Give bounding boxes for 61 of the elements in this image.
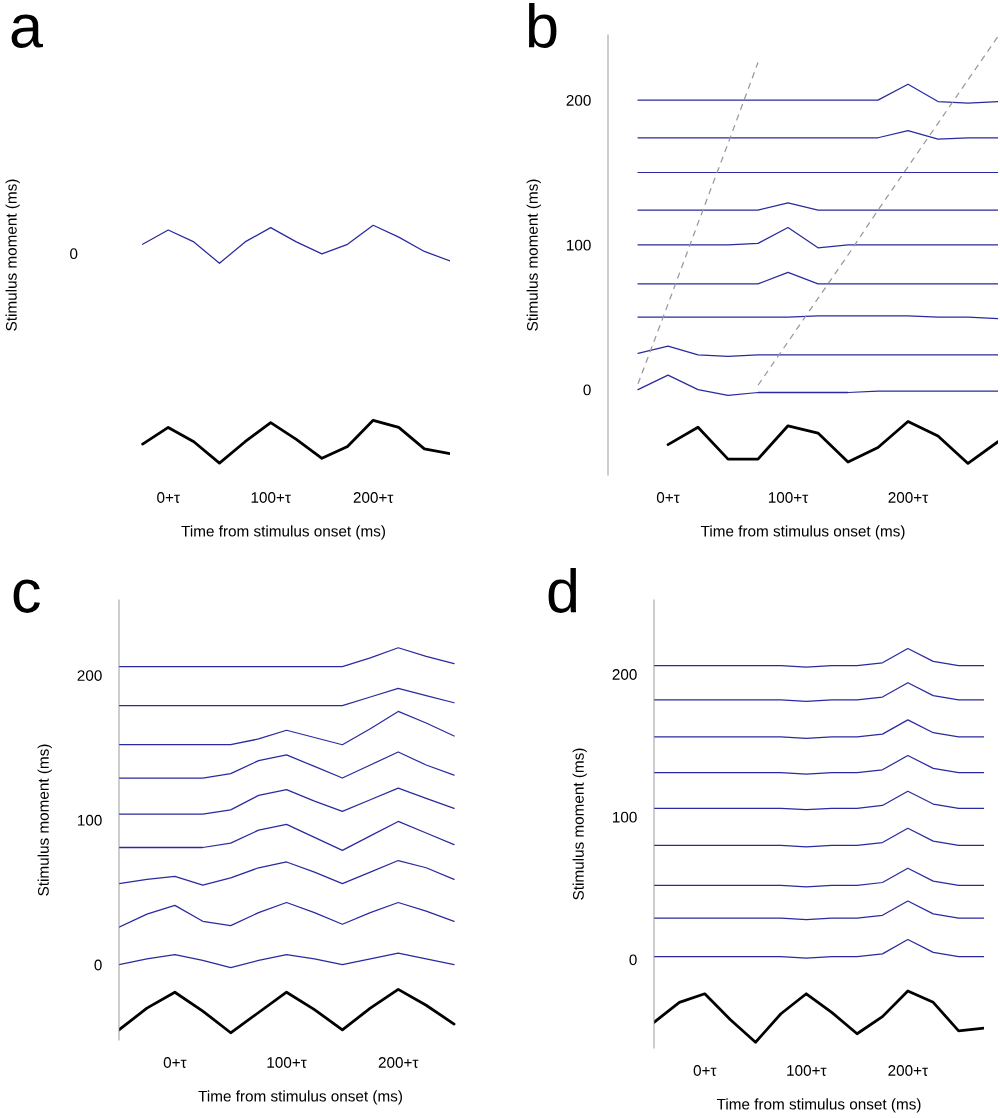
y-axis-title: Stimulus moment (ms) (572, 748, 587, 900)
line-series (666, 420, 998, 465)
y-tick-label: 200 (77, 670, 102, 681)
x-tick-label: 0+τ (656, 492, 680, 503)
y-tick-label: 200 (566, 95, 591, 106)
line-series (654, 682, 984, 702)
line-series (654, 989, 984, 1044)
line-series (119, 787, 455, 815)
line-series (757, 35, 998, 386)
line-series (654, 719, 984, 740)
y-tick-label: 0 (583, 384, 591, 396)
chart-title: b (528, 3, 557, 48)
line-series (654, 827, 984, 848)
line-series (637, 345, 998, 357)
line-series (654, 790, 984, 811)
y-axis-title: Stimulus moment (ms) (5, 179, 20, 331)
line-series (119, 710, 455, 746)
x-tick-label: 200+τ (353, 492, 394, 503)
line-series (654, 938, 984, 959)
x-tick-label: 200+τ (888, 1065, 928, 1076)
chart-title: c (13, 579, 40, 613)
line-series (654, 900, 984, 921)
x-tick-label: 100+τ (787, 1065, 827, 1076)
line-series (119, 859, 455, 886)
line-series (637, 374, 998, 397)
x-axis-title: Time from stimulus onset (ms) (198, 1090, 402, 1105)
x-tick-label: 200+τ (378, 1057, 419, 1068)
line-series (119, 751, 455, 779)
x-axis-title: Time from stimulus onset (ms) (716, 1098, 921, 1113)
chart-title: a (11, 14, 43, 48)
line-series (119, 901, 455, 928)
x-tick-label: 0+τ (157, 492, 180, 503)
line-series (119, 987, 456, 1035)
line-series (654, 867, 984, 888)
x-tick-label: 100+τ (768, 492, 809, 503)
chart-title: d (548, 568, 577, 613)
line-series (637, 226, 998, 249)
line-series (637, 61, 759, 385)
x-tick-label: 0+τ (163, 1057, 187, 1068)
y-axis-title: Stimulus moment (ms) (37, 744, 52, 896)
line-series (637, 83, 998, 104)
y-tick-label: 0 (94, 959, 102, 971)
x-axis-title: Time from stimulus onset (ms) (700, 525, 905, 540)
line-series (119, 647, 455, 668)
x-tick-label: 0+τ (693, 1065, 717, 1076)
text: 0 (70, 248, 78, 260)
y-tick-label: 100 (567, 239, 591, 251)
line-series (119, 820, 455, 852)
y-tick-label: 0 (629, 954, 637, 966)
y-tick-label: 200 (612, 669, 637, 680)
line-series (119, 687, 455, 707)
y-tick-label: 100 (78, 814, 102, 826)
x-tick-label: 200+τ (888, 492, 929, 503)
line-series (119, 952, 455, 969)
line-series (654, 647, 984, 668)
line-series (654, 754, 984, 775)
x-axis-title: Time from stimulus onset (ms) (181, 525, 385, 540)
y-tick-label: 100 (613, 811, 637, 823)
y-axis-title: Stimulus moment (ms) (526, 179, 541, 331)
x-tick-label: 100+τ (251, 492, 291, 503)
x-tick-label: 100+τ (267, 1057, 307, 1068)
